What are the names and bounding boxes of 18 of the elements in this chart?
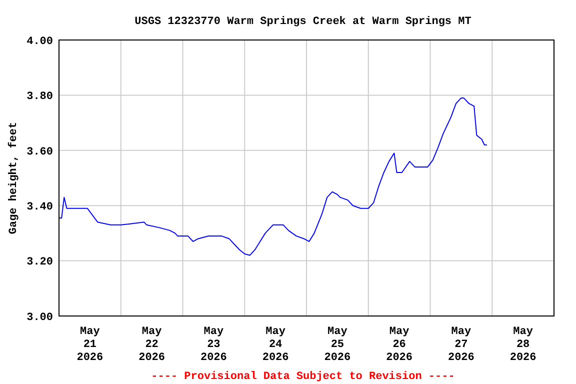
x-tick-label: May 22 2026 xyxy=(138,326,166,364)
x-tick-label: May 25 2026 xyxy=(324,326,351,364)
y-tick-label: 3.80 xyxy=(26,91,53,104)
y-tick-label: 3.20 xyxy=(26,256,53,269)
y-tick-label: 3.40 xyxy=(26,201,53,214)
x-tick-label: May 28 2026 xyxy=(510,326,536,364)
y-axis-title: Gage height, feet xyxy=(7,122,20,234)
x-tick-label: May 26 2026 xyxy=(386,326,413,364)
x-tick-label: May 24 2026 xyxy=(262,326,289,364)
chart-title: USGS 12323770 Warm Springs Creek at Warm Springs MT xyxy=(134,16,472,28)
x-tick-label: May 27 2026 xyxy=(448,326,474,364)
y-tick-label: 3.60 xyxy=(26,146,53,158)
line-series xyxy=(58,97,488,256)
y-tick-label: 3.00 xyxy=(26,312,53,324)
text: ---- Provisional Data Subject to Revision ---- xyxy=(151,371,455,383)
y-tick-label: 4.00 xyxy=(26,36,53,48)
x-tick-label: May 21 2026 xyxy=(76,326,104,364)
x-tick-label: May 23 2026 xyxy=(200,326,227,364)
